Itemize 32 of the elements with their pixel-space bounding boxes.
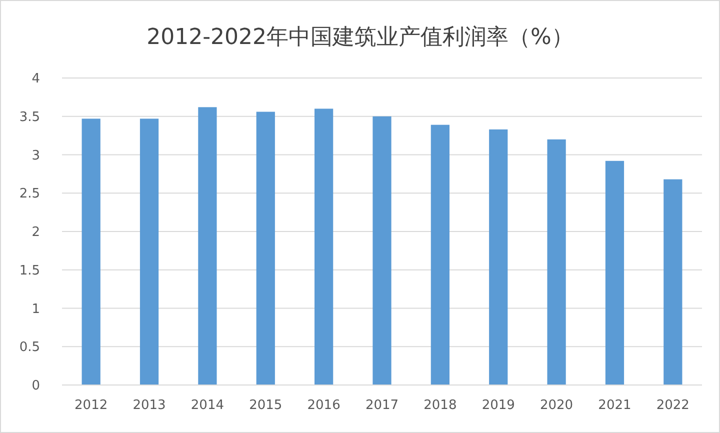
x-tick-label: 2012 <box>74 398 108 413</box>
y-tick-label: 1 <box>32 302 40 317</box>
bar <box>140 118 159 385</box>
bar <box>489 129 508 385</box>
y-tick-label: 0.5 <box>19 340 40 356</box>
y-tick-label: 2 <box>32 225 40 240</box>
bar <box>605 160 624 385</box>
y-tick-label: 0 <box>32 378 40 394</box>
y-tick-label: 1.5 <box>19 263 40 278</box>
y-tick-label: 2.5 <box>19 186 40 202</box>
bar <box>372 116 392 385</box>
bar <box>664 179 682 385</box>
x-tick-label: 2013 <box>132 398 166 413</box>
bar <box>256 112 275 385</box>
bar <box>198 107 217 385</box>
x-tick-label: 2021 <box>598 398 632 413</box>
x-tick-label: 2019 <box>482 398 515 413</box>
x-tick-label: 2014 <box>190 398 224 413</box>
bar <box>430 124 450 385</box>
x-tick-label: 2017 <box>365 398 399 413</box>
bar <box>82 118 100 385</box>
x-tick-label: 2022 <box>656 398 690 413</box>
bar <box>547 139 566 385</box>
y-tick-label: 3.5 <box>19 110 40 125</box>
y-tick-label: 4 <box>32 72 40 87</box>
x-tick-label: 2018 <box>424 398 457 413</box>
x-tick-label: 2020 <box>540 398 574 413</box>
chart-title: 2012-2022年中国建筑业产值利润率（%） <box>146 25 574 50</box>
x-tick-label: 2016 <box>307 398 340 413</box>
bar <box>314 108 334 385</box>
y-tick-label: 3 <box>32 148 40 164</box>
x-tick-label: 2015 <box>249 398 282 413</box>
